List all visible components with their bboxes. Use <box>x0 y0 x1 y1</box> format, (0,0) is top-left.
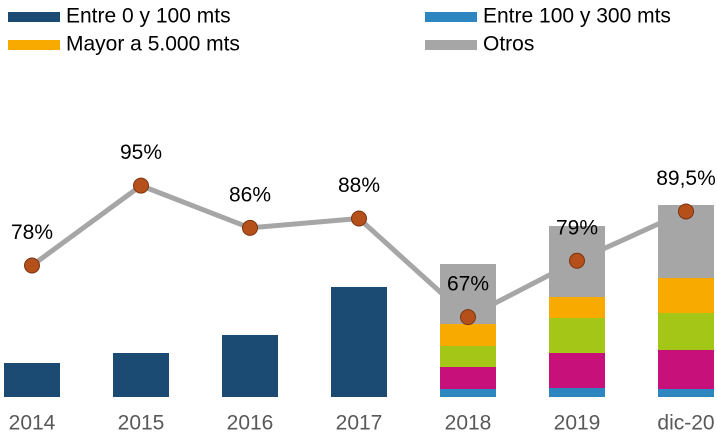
bar-segment <box>549 297 605 318</box>
legend-swatch <box>8 40 60 50</box>
bar-segment <box>549 388 605 397</box>
legend-swatch <box>425 12 477 22</box>
legend-label: Entre 100 y 300 mts <box>483 5 671 28</box>
legend-swatch <box>425 40 477 50</box>
x-tick-label: 2014 <box>9 412 56 435</box>
bar-segment <box>658 389 714 397</box>
bar-segment <box>331 287 387 397</box>
x-tick-label: 2015 <box>118 412 165 435</box>
legend-swatch <box>8 12 60 22</box>
x-tick-label: dic-20 <box>657 412 714 435</box>
bar-segment <box>658 313 714 350</box>
x-tick-label: 2017 <box>336 412 383 435</box>
marker <box>351 210 367 227</box>
marker <box>678 203 694 220</box>
marker <box>242 219 258 236</box>
bar-segment <box>440 346 496 367</box>
bar-segment <box>549 353 605 388</box>
bar-segment <box>549 318 605 353</box>
marker <box>133 177 149 194</box>
x-tick-label: 2016 <box>227 412 274 435</box>
bar-segment <box>440 367 496 389</box>
x-tick-label: 2018 <box>445 412 492 435</box>
bar-segment <box>440 324 496 346</box>
bar-segment <box>113 353 169 397</box>
data-label: 89,5% <box>656 167 716 190</box>
marker <box>460 309 476 326</box>
legend-label: Entre 0 y 100 mts <box>66 5 231 28</box>
data-label: 95% <box>120 141 162 164</box>
legend-label: Mayor a 5.000 mts <box>66 33 240 56</box>
bar-segment <box>658 278 714 313</box>
data-label: 79% <box>556 216 598 239</box>
bar-segment <box>440 389 496 397</box>
bar-segment <box>4 363 60 397</box>
legend-label: Otros <box>483 33 534 56</box>
data-label: 86% <box>229 183 271 206</box>
data-label: 88% <box>338 174 380 197</box>
data-label: 67% <box>447 273 489 296</box>
bar-segment <box>222 335 278 397</box>
marker <box>569 252 585 269</box>
marker <box>24 257 40 274</box>
x-tick-label: 2019 <box>554 412 601 435</box>
bar-segment <box>658 350 714 389</box>
data-label: 78% <box>11 221 53 244</box>
